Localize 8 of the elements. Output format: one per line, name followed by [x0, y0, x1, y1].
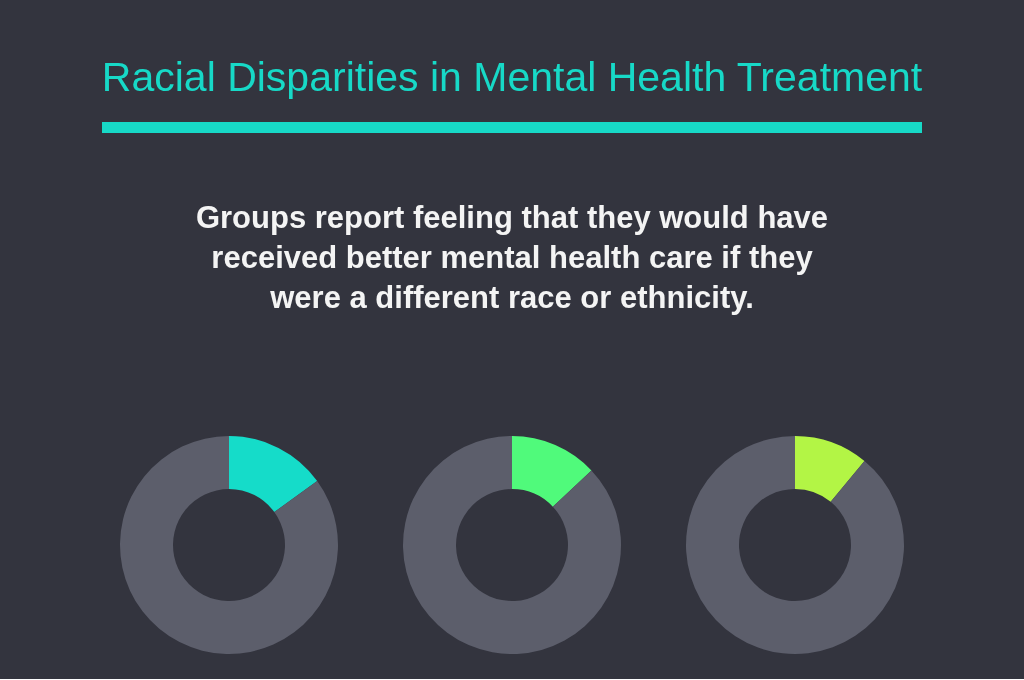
- donut-slice: [403, 436, 621, 654]
- text: Racial Disparities in Mental Health Treatment: [101, 54, 923, 100]
- text: Groups report feeling that they would have received better mental health care if they were a different race or ethnicity.: [195, 200, 829, 315]
- donut-slice: [795, 436, 865, 502]
- donut-slice: [512, 436, 592, 507]
- donut-slice: [229, 436, 318, 513]
- donut-slice: [686, 436, 904, 654]
- donut-slice: [120, 436, 338, 654]
